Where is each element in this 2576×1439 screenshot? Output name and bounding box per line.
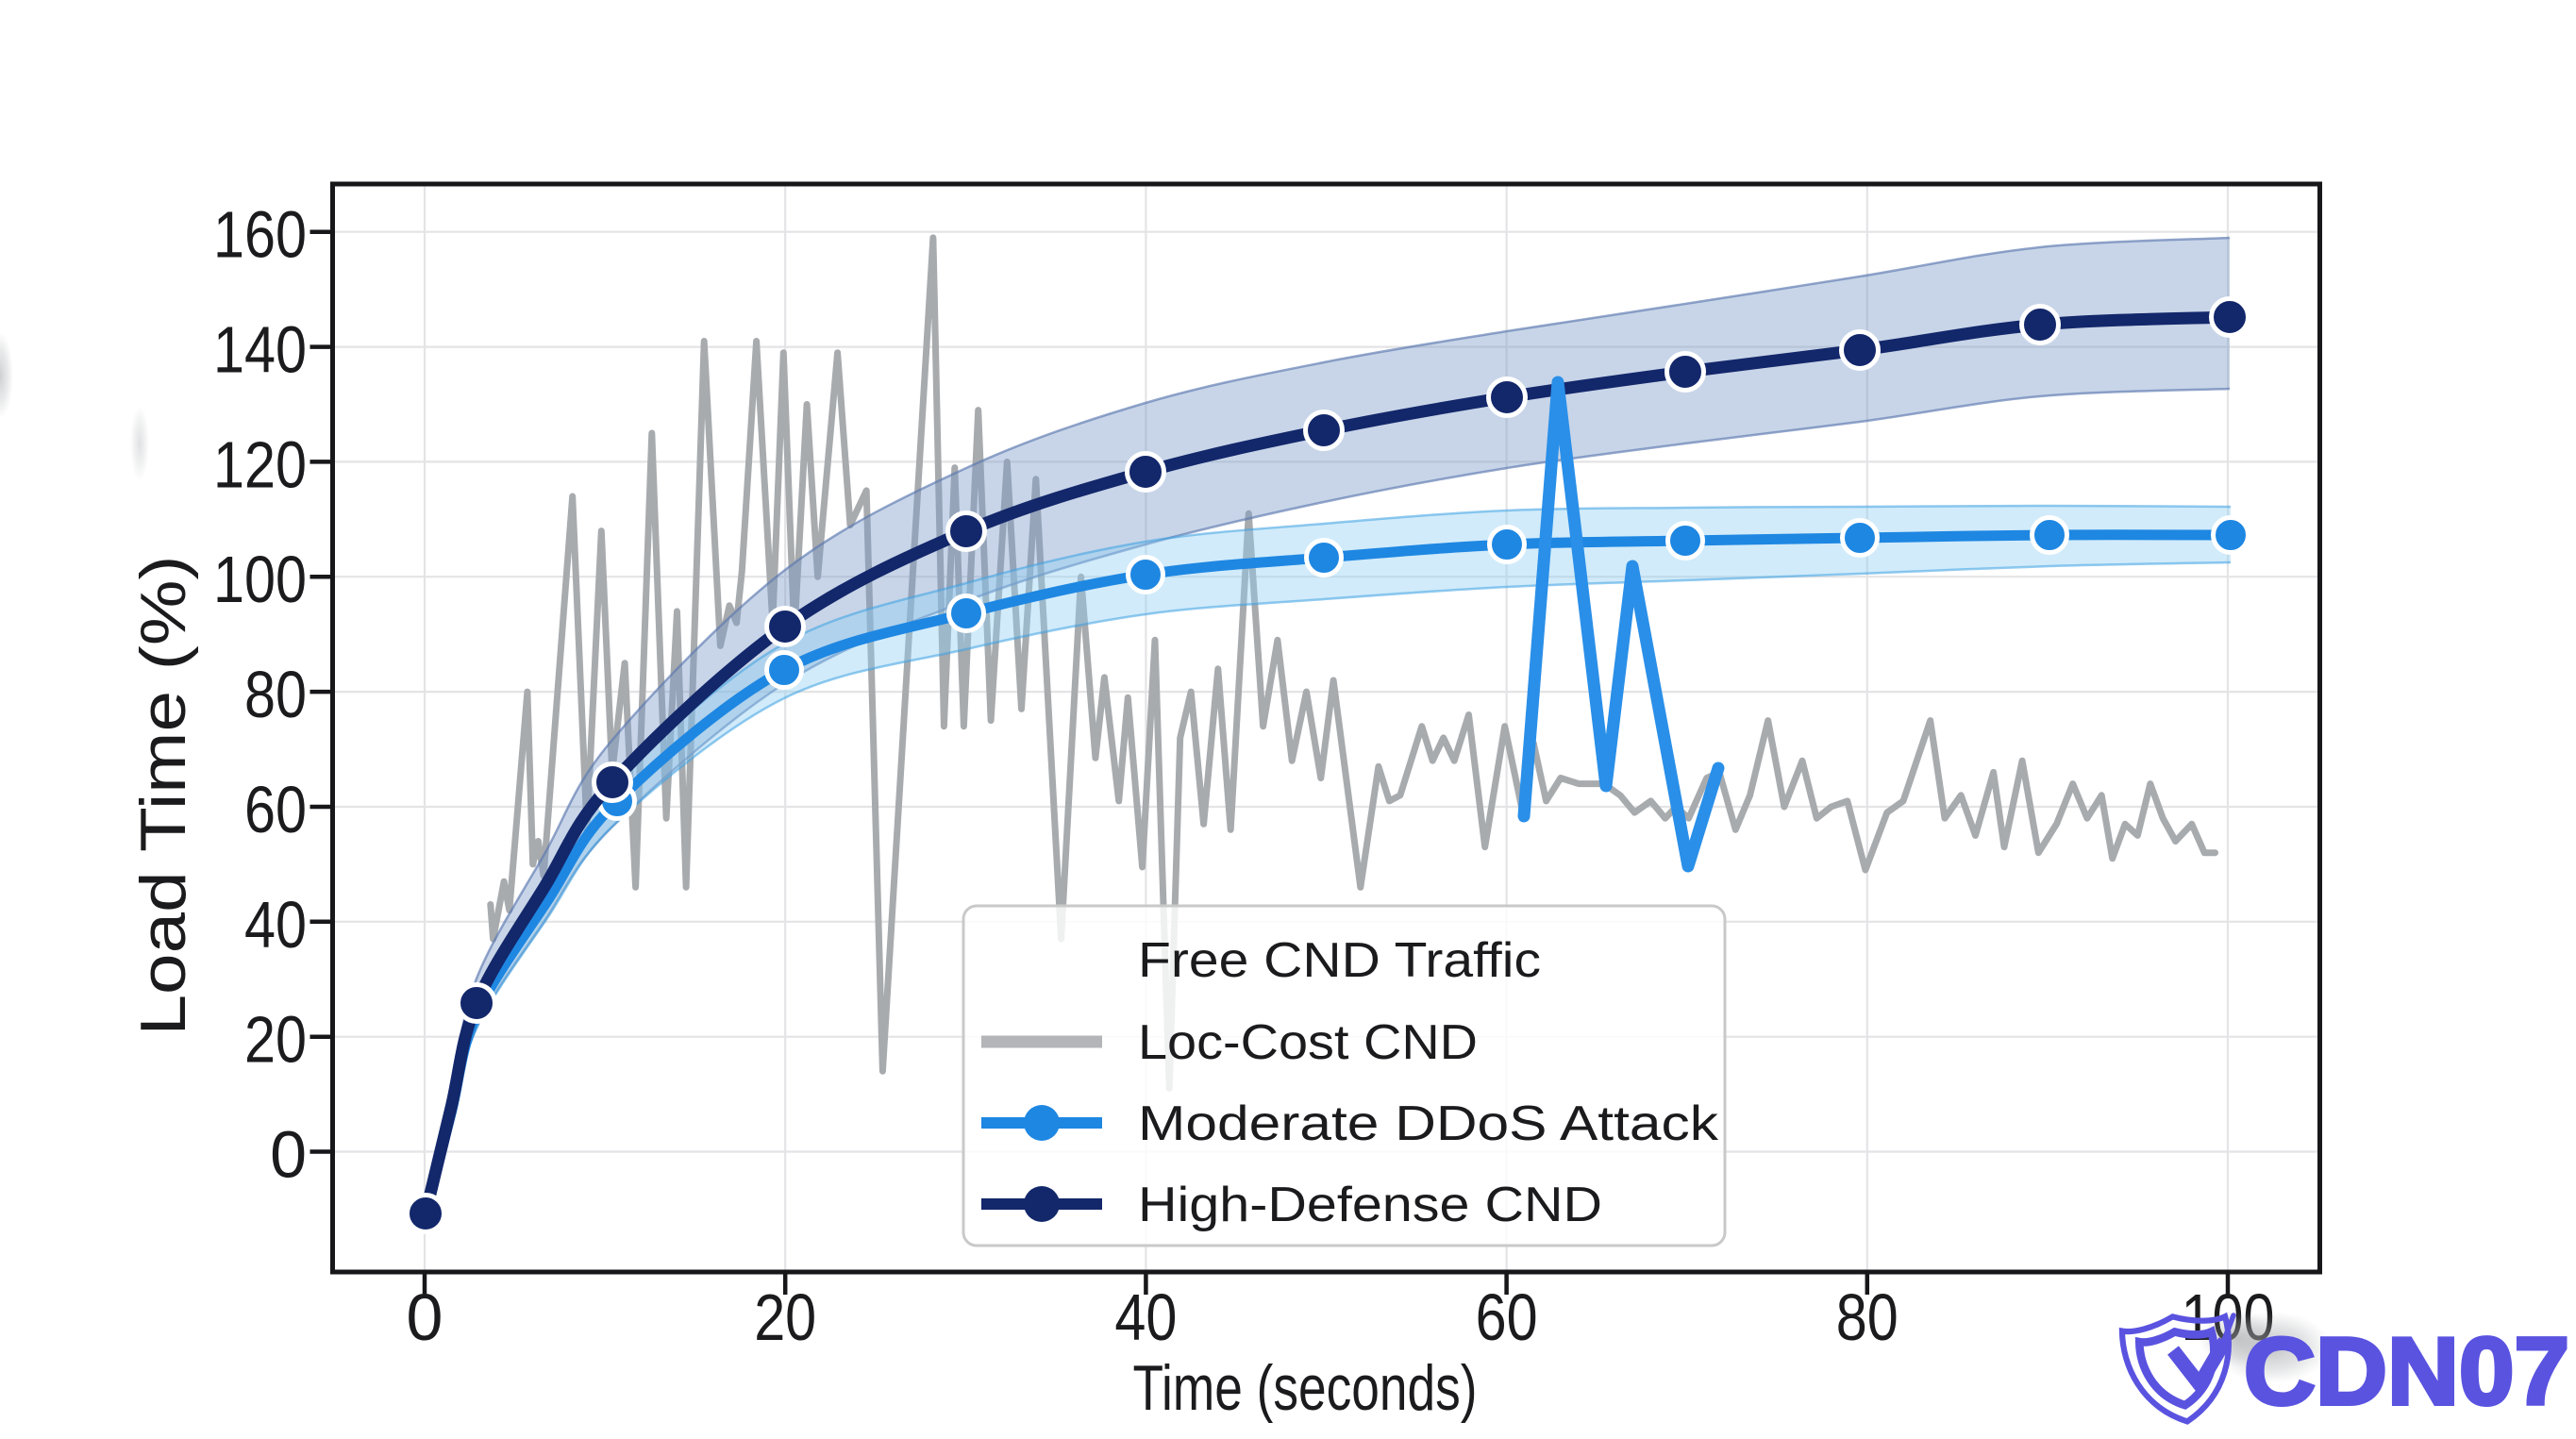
svg-text:100: 100	[213, 543, 307, 616]
svg-text:60: 60	[1476, 1280, 1538, 1354]
svg-text:Moderate DDoS Attack: Moderate DDoS Attack	[1138, 1096, 1719, 1151]
svg-text:40: 40	[244, 888, 307, 962]
svg-text:20: 20	[244, 1003, 307, 1077]
svg-text:20: 20	[754, 1280, 816, 1354]
svg-text:Free CND Traffic: Free CND Traffic	[1138, 933, 1541, 988]
svg-text:80: 80	[1836, 1280, 1899, 1354]
svg-text:Loc-Cost CND: Loc-Cost CND	[1138, 1015, 1478, 1070]
svg-text:Load Time (%): Load Time (%)	[127, 556, 199, 1036]
svg-text:80: 80	[244, 658, 307, 731]
svg-text:160: 160	[213, 198, 307, 272]
svg-text:Time (seconds): Time (seconds)	[1133, 1352, 1478, 1424]
svg-text:High-Defense CND: High-Defense CND	[1138, 1178, 1602, 1232]
svg-text:140: 140	[213, 313, 307, 387]
svg-text:120: 120	[213, 427, 307, 501]
svg-text:0: 0	[407, 1280, 443, 1354]
svg-text:60: 60	[244, 773, 307, 846]
svg-text:CDN07: CDN07	[2244, 1319, 2569, 1425]
svg-text:40: 40	[1114, 1280, 1177, 1354]
svg-text:0: 0	[270, 1118, 307, 1192]
